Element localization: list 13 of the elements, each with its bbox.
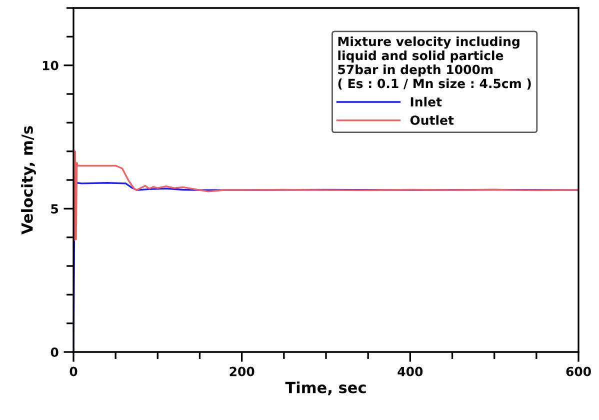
legend-title: Mixture velocity including liquid and solid particle 57bar in depth 1000m ( Es : 0.1 / Mn size : 4.5cm ): [338, 36, 531, 90]
y-tick-label: 10: [42, 60, 58, 70]
x-tick-label: 400: [398, 366, 423, 376]
legend-label: Inlet: [410, 96, 442, 107]
legend-label: Outlet: [410, 115, 454, 125]
line-series: [74, 150, 578, 242]
y-tick-label: 5: [51, 204, 58, 214]
x-tick-label: 200: [230, 366, 254, 376]
y-tick-label: 0: [50, 347, 58, 357]
y-axis-title: Velocity, m/s: [21, 126, 36, 235]
x-axis-title: Time, sec: [285, 381, 366, 396]
x-tick-label: 0: [70, 366, 78, 376]
x-tick-label: 600: [566, 366, 591, 376]
